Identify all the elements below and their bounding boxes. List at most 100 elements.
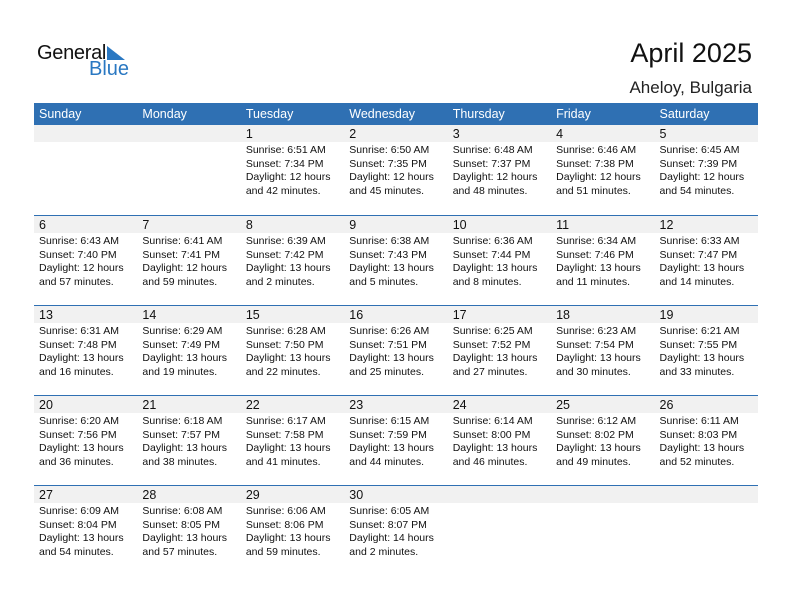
logo: General Blue <box>37 42 137 82</box>
sunset: Sunset: 7:41 PM <box>142 248 221 261</box>
sunset: Sunset: 7:54 PM <box>556 338 634 351</box>
sunset: Sunset: 7:37 PM <box>452 157 531 170</box>
sunrise: Sunrise: 6:51 AM <box>245 144 326 156</box>
daylight-minutes: and 41 minutes. <box>245 455 321 468</box>
day-cell: 18 Sunrise: 6:23 AM Sunset: 7:54 PM Dayligh… <box>551 306 655 395</box>
sunrise: Sunrise: 6:15 AM <box>349 415 430 427</box>
date-number <box>551 486 655 503</box>
sunset: Sunset: 8:02 PM <box>556 428 634 441</box>
date-number: 25 <box>551 396 655 413</box>
daylight: Daylight: 13 hours <box>659 262 745 274</box>
daylight: Daylight: 13 hours <box>39 532 124 544</box>
week-row: 27 Sunrise: 6:09 AM Sunset: 8:04 PM Dayligh… <box>34 485 758 575</box>
date-number: 6 <box>34 216 138 233</box>
sun-info: Sunrise: 6:20 AM Sunset: 7:56 PM Daylight:… <box>34 413 137 471</box>
sun-info: Sunrise: 6:28 AM Sunset: 7:50 PM Daylight:… <box>241 323 344 381</box>
sun-info: Sunrise: 6:38 AM Sunset: 7:43 PM Daylight:… <box>344 233 447 291</box>
logo-text-blue: Blue <box>89 58 130 80</box>
empty-cell <box>137 125 241 215</box>
daylight-minutes: and 51 minutes. <box>556 184 631 197</box>
sunset: Sunset: 7:57 PM <box>142 428 221 441</box>
sunrise: Sunrise: 6:34 AM <box>556 235 637 247</box>
day-cell: 26 Sunrise: 6:11 AM Sunset: 8:03 PM Dayligh… <box>654 396 758 485</box>
daylight: Daylight: 13 hours <box>142 352 228 364</box>
day-cell: 9 Sunrise: 6:38 AM Sunset: 7:43 PM Daylight… <box>344 216 448 305</box>
daylight-minutes: and 2 minutes. <box>349 545 419 558</box>
daylight-minutes: and 49 minutes. <box>556 455 631 468</box>
daylight-minutes: and 11 minutes. <box>556 275 631 288</box>
date-number: 10 <box>447 216 552 233</box>
date-number: 12 <box>654 216 758 233</box>
day-cell: 24 Sunrise: 6:14 AM Sunset: 8:00 PM Dayligh… <box>447 396 552 485</box>
sunrise: Sunrise: 6:12 AM <box>556 415 637 427</box>
sunrise: Sunrise: 6:45 AM <box>659 144 740 156</box>
day-cell: 11 Sunrise: 6:34 AM Sunset: 7:46 PM Dayligh… <box>551 216 655 305</box>
sunset: Sunset: 7:48 PM <box>39 338 117 351</box>
sun-info: Sunrise: 6:36 AM Sunset: 7:44 PM Daylight:… <box>448 233 551 291</box>
day-cell: 20 Sunrise: 6:20 AM Sunset: 7:56 PM Dayligh… <box>34 396 138 485</box>
sun-info: Sunrise: 6:17 AM Sunset: 7:58 PM Daylight:… <box>241 413 344 471</box>
daylight: Daylight: 13 hours <box>39 352 124 364</box>
date-number: 7 <box>137 216 241 233</box>
date-number <box>447 486 552 503</box>
daylight-minutes: and 57 minutes. <box>39 275 114 288</box>
daylight: Daylight: 12 hours <box>245 171 331 183</box>
week-row: 1 Sunrise: 6:51 AM Sunset: 7:34 PM Daylight… <box>34 125 758 215</box>
date-number: 11 <box>551 216 655 233</box>
day-cell: 23 Sunrise: 6:15 AM Sunset: 7:59 PM Dayligh… <box>344 396 448 485</box>
daylight: Daylight: 13 hours <box>349 352 434 364</box>
date-number: 28 <box>137 486 241 503</box>
sunrise: Sunrise: 6:33 AM <box>659 235 740 247</box>
weekday-6: Saturday <box>659 107 710 121</box>
sun-info: Sunrise: 6:11 AM Sunset: 8:03 PM Daylight:… <box>655 413 758 471</box>
day-cell: 29 Sunrise: 6:06 AM Sunset: 8:06 PM Dayligh… <box>240 486 345 575</box>
daylight: Daylight: 13 hours <box>245 262 331 274</box>
sunset: Sunset: 8:03 PM <box>659 428 738 441</box>
date-number: 4 <box>551 125 655 142</box>
sunset: Sunset: 7:47 PM <box>659 248 738 261</box>
daylight-minutes: and 48 minutes. <box>452 184 528 197</box>
day-cell: 21 Sunrise: 6:18 AM Sunset: 7:57 PM Dayligh… <box>137 396 241 485</box>
daylight: Daylight: 13 hours <box>556 442 641 454</box>
sunrise: Sunrise: 6:29 AM <box>142 325 223 337</box>
day-cell: 16 Sunrise: 6:26 AM Sunset: 7:51 PM Dayligh… <box>344 306 448 395</box>
sunrise: Sunrise: 6:18 AM <box>142 415 223 427</box>
sun-info: Sunrise: 6:25 AM Sunset: 7:52 PM Daylight:… <box>448 323 551 381</box>
empty-cell <box>654 486 758 575</box>
date-number: 24 <box>447 396 552 413</box>
sunset: Sunset: 7:38 PM <box>556 157 634 170</box>
sun-info: Sunrise: 6:31 AM Sunset: 7:48 PM Daylight:… <box>34 323 137 381</box>
date-number: 1 <box>240 125 345 142</box>
day-cell: 2 Sunrise: 6:50 AM Sunset: 7:35 PM Daylight… <box>344 125 448 215</box>
sunrise: Sunrise: 6:20 AM <box>39 415 119 427</box>
sun-info: Sunrise: 6:43 AM Sunset: 7:40 PM Daylight:… <box>34 233 137 291</box>
day-cell: 28 Sunrise: 6:08 AM Sunset: 8:05 PM Dayligh… <box>137 486 241 575</box>
sunset: Sunset: 7:52 PM <box>452 338 531 351</box>
daylight-minutes: and 45 minutes. <box>349 184 424 197</box>
daylight: Daylight: 13 hours <box>349 262 434 274</box>
daylight: Daylight: 13 hours <box>245 442 331 454</box>
sunrise: Sunrise: 6:36 AM <box>452 235 533 247</box>
date-number: 23 <box>344 396 448 413</box>
sun-info: Sunrise: 6:05 AM Sunset: 8:07 PM Daylight:… <box>344 503 447 561</box>
date-number: 16 <box>344 306 448 323</box>
sunrise: Sunrise: 6:11 AM <box>659 415 739 427</box>
daylight: Daylight: 13 hours <box>452 352 538 364</box>
daylight: Daylight: 13 hours <box>556 262 641 274</box>
daylight-minutes: and 42 minutes. <box>245 184 321 197</box>
daylight: Daylight: 14 hours <box>349 532 434 544</box>
daylight-minutes: and 44 minutes. <box>349 455 424 468</box>
sunset: Sunset: 7:55 PM <box>659 338 738 351</box>
daylight-minutes: and 54 minutes. <box>39 545 114 558</box>
sunrise: Sunrise: 6:31 AM <box>39 325 119 337</box>
sunset: Sunset: 7:43 PM <box>349 248 427 261</box>
sun-info: Sunrise: 6:06 AM Sunset: 8:06 PM Daylight:… <box>241 503 344 561</box>
date-number: 19 <box>654 306 758 323</box>
day-cell: 8 Sunrise: 6:39 AM Sunset: 7:42 PM Daylight… <box>240 216 345 305</box>
sunset: Sunset: 7:35 PM <box>349 157 427 170</box>
daylight: Daylight: 13 hours <box>349 442 434 454</box>
sun-info: Sunrise: 6:51 AM Sunset: 7:34 PM Daylight:… <box>241 142 344 200</box>
empty-cell <box>447 486 552 575</box>
week-row: 20 Sunrise: 6:20 AM Sunset: 7:56 PM Dayligh… <box>34 395 758 485</box>
sunset: Sunset: 8:00 PM <box>452 428 531 441</box>
